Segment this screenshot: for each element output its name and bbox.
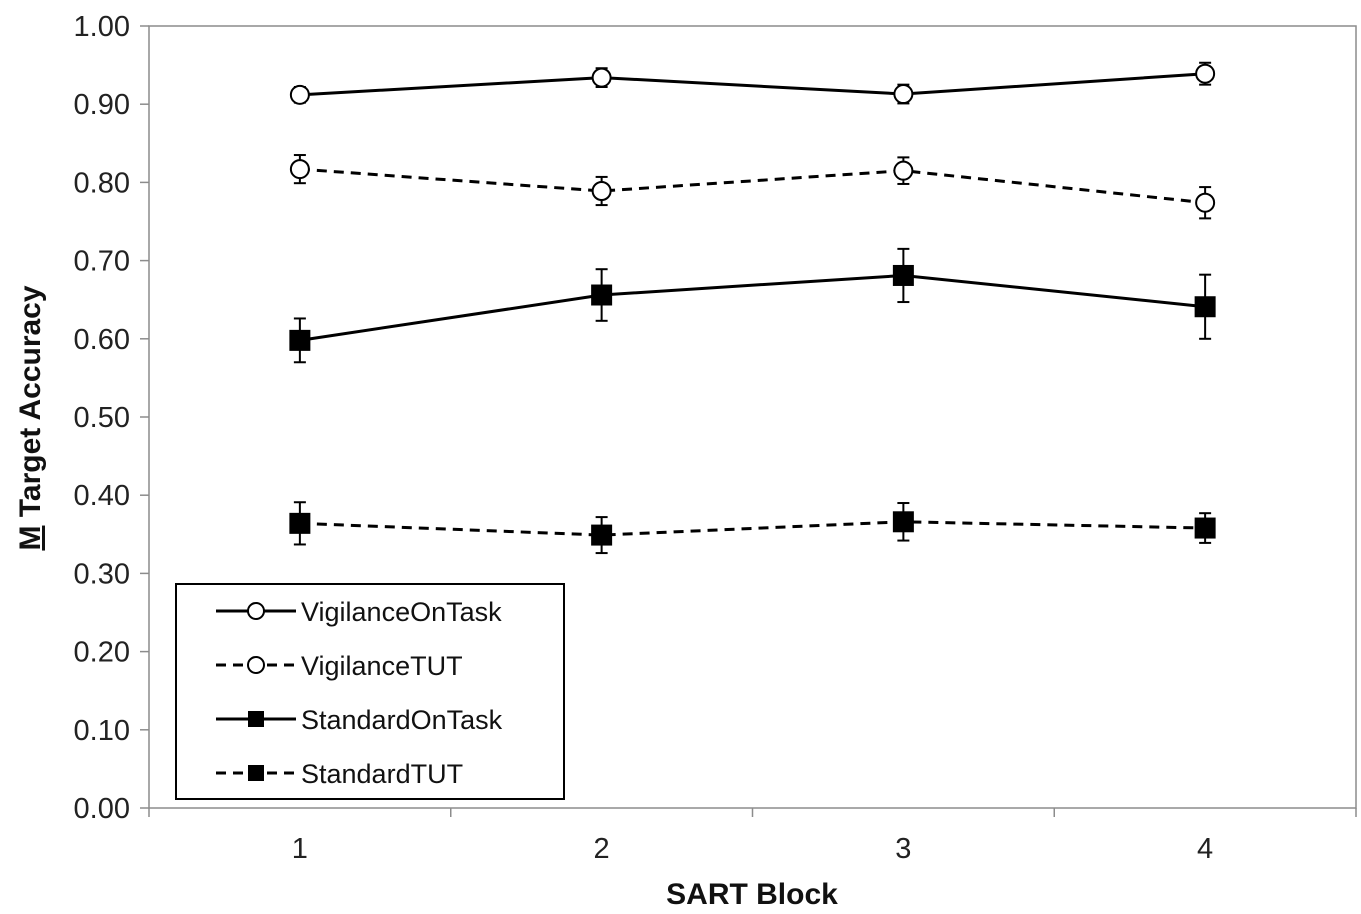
series-VigilanceTUT xyxy=(289,154,1216,220)
data-point xyxy=(289,512,311,534)
legend-swatch-marker xyxy=(248,765,264,781)
y-tick-label: 0.70 xyxy=(74,246,130,278)
legend-swatch-marker xyxy=(247,602,265,620)
data-point xyxy=(591,67,612,88)
x-tick-label: 2 xyxy=(594,833,610,865)
data-point xyxy=(289,159,310,180)
data-point xyxy=(591,524,613,546)
legend-item-StandardTUT: StandardTUT xyxy=(216,759,463,789)
series-line xyxy=(299,273,1206,342)
data-point xyxy=(1194,296,1216,318)
y-axis-title-rest: Target Accuracy xyxy=(14,285,47,525)
data-point xyxy=(591,181,612,202)
y-tick-label: 0.60 xyxy=(74,324,130,356)
series-StandardOnTask xyxy=(289,247,1216,364)
x-axis-title: SART Block xyxy=(666,878,838,911)
y-tick-label: 0.10 xyxy=(74,715,130,747)
legend-swatch-marker xyxy=(248,711,264,727)
data-point xyxy=(893,160,914,181)
data-point xyxy=(1195,63,1216,84)
x-tick-label: 1 xyxy=(292,833,308,865)
series-line xyxy=(299,72,1206,97)
legend-swatch-marker xyxy=(247,656,265,674)
series-line xyxy=(299,520,1206,537)
y-tick-label: 0.40 xyxy=(74,480,130,512)
y-tick-label: 0.50 xyxy=(74,402,130,434)
legend-label: VigilanceOnTask xyxy=(301,597,502,627)
axes: 0.00 0.10 0.20 0.30 0.40 0.50 0.60 0.70 0.80 0.90… xyxy=(74,11,1357,865)
legend-label: VigilanceTUT xyxy=(301,651,463,681)
data-point xyxy=(591,284,613,306)
y-tick-label: 0.30 xyxy=(74,558,130,590)
data-point xyxy=(892,511,914,533)
legend-item-VigilanceOnTask: VigilanceOnTask xyxy=(216,597,502,627)
legend-item-VigilanceTUT: VigilanceTUT xyxy=(216,651,463,681)
legend-box xyxy=(175,583,565,800)
y-tick-label: 0.90 xyxy=(74,89,130,121)
y-tick-label: 1.00 xyxy=(74,11,130,43)
data-point xyxy=(289,329,311,351)
series-VigilanceOnTask xyxy=(289,61,1216,105)
data-point xyxy=(893,84,914,105)
y-tick-label: 0.00 xyxy=(74,793,130,825)
series-StandardTUT xyxy=(289,501,1216,555)
y-axis-title: M Target Accuracy xyxy=(14,285,47,550)
series-line xyxy=(299,167,1206,205)
legend-item-StandardOnTask: StandardOnTask xyxy=(216,705,503,735)
data-point xyxy=(892,264,914,286)
x-tick-label: 3 xyxy=(895,833,911,865)
y-tick-label: 0.20 xyxy=(74,637,130,669)
legend-label: StandardOnTask xyxy=(301,705,503,735)
legend-label: StandardTUT xyxy=(301,759,463,789)
y-tick-label: 0.80 xyxy=(74,167,130,199)
x-tick-label: 4 xyxy=(1197,833,1213,865)
data-point xyxy=(1194,517,1216,539)
y-axis-title-prefix: M xyxy=(14,526,47,551)
data-point xyxy=(1195,192,1216,213)
legend: VigilanceOnTask VigilanceTUT StandardOnTas… xyxy=(175,583,565,800)
data-point xyxy=(289,84,310,105)
series-layer xyxy=(289,61,1216,555)
